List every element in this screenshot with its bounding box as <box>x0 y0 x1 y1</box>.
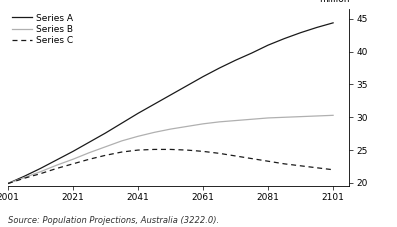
Series C <box>71 163 75 165</box>
Series A <box>152 103 157 106</box>
Text: Source: Population Projections, Australia (3222.0).: Source: Population Projections, Australi… <box>8 216 219 225</box>
Text: million: million <box>319 0 349 4</box>
Series B <box>38 170 43 173</box>
Series C <box>184 149 189 151</box>
Series A <box>331 22 335 24</box>
Series B <box>71 158 75 161</box>
Series A <box>71 150 75 153</box>
Series B <box>298 115 303 118</box>
Series A <box>87 141 92 143</box>
Series A <box>136 112 141 115</box>
Series A <box>266 44 270 47</box>
Series B <box>54 164 59 167</box>
Series C <box>200 150 205 153</box>
Series A <box>6 182 10 185</box>
Series B <box>136 135 141 138</box>
Series A <box>22 175 27 178</box>
Series C <box>119 151 124 153</box>
Series C <box>136 149 141 151</box>
Series A <box>168 94 173 96</box>
Series C <box>217 152 222 155</box>
Series C <box>282 163 287 165</box>
Series C <box>314 166 319 169</box>
Series B <box>217 121 222 123</box>
Series C <box>6 182 10 185</box>
Series C <box>103 154 108 157</box>
Series B <box>119 140 124 142</box>
Series C <box>331 168 335 171</box>
Series A <box>184 84 189 87</box>
Series B <box>168 128 173 131</box>
Series B <box>266 117 270 119</box>
Line: Series A: Series A <box>8 23 333 183</box>
Line: Series B: Series B <box>8 115 333 183</box>
Series B <box>233 119 238 122</box>
Series B <box>282 116 287 119</box>
Series C <box>152 148 157 151</box>
Series A <box>249 52 254 54</box>
Series C <box>54 167 59 170</box>
Series B <box>6 182 10 185</box>
Series A <box>38 167 43 170</box>
Series C <box>87 158 92 161</box>
Series A <box>103 132 108 134</box>
Series B <box>103 146 108 148</box>
Series C <box>266 160 270 163</box>
Series B <box>152 131 157 134</box>
Series C <box>22 177 27 180</box>
Series B <box>22 176 27 179</box>
Series A <box>233 59 238 62</box>
Series A <box>119 122 124 125</box>
Series C <box>38 172 43 175</box>
Series A <box>54 158 59 161</box>
Series B <box>249 118 254 121</box>
Series A <box>200 75 205 78</box>
Legend: Series A, Series B, Series C: Series A, Series B, Series C <box>12 14 73 45</box>
Series A <box>217 67 222 69</box>
Series B <box>200 123 205 125</box>
Series B <box>331 114 335 117</box>
Series C <box>298 164 303 167</box>
Line: Series C: Series C <box>8 149 333 183</box>
Series C <box>168 148 173 151</box>
Series C <box>233 155 238 157</box>
Series B <box>87 151 92 154</box>
Series B <box>314 115 319 117</box>
Series B <box>184 125 189 128</box>
Series A <box>298 31 303 34</box>
Series C <box>249 157 254 160</box>
Series A <box>314 26 319 29</box>
Series A <box>282 37 287 40</box>
